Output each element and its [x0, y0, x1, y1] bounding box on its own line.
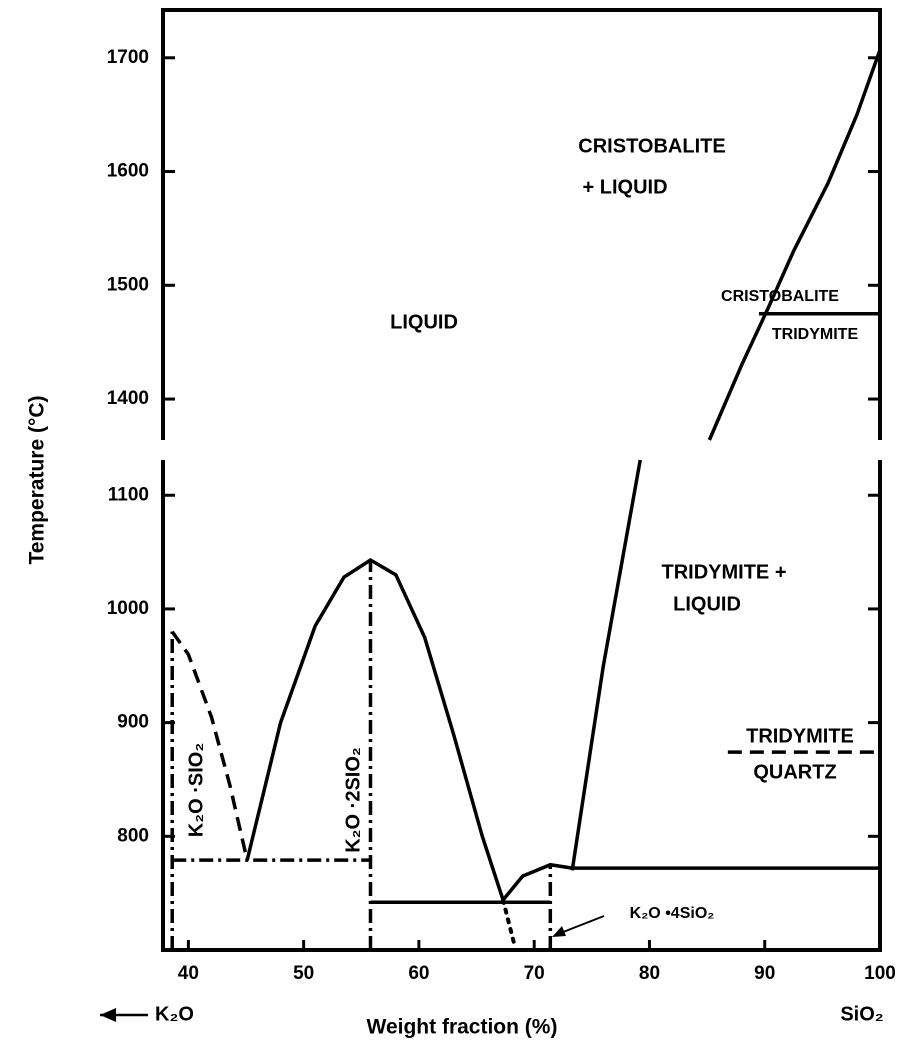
pointer-head	[552, 926, 566, 937]
phase-boundary	[501, 897, 517, 948]
x-tick-label: 60	[408, 963, 429, 984]
y-tick-label: 900	[117, 712, 149, 733]
y-tick-label: 1000	[107, 598, 149, 619]
region-label: TRIDYMITE	[746, 725, 854, 747]
region-label: QUARTZ	[753, 761, 836, 783]
pointer	[557, 915, 605, 935]
region-label: LIQUID	[390, 311, 458, 333]
region-label: CRISTOBALITE	[578, 135, 725, 157]
region-label: K₂O ·2SIO₂	[342, 747, 364, 853]
x-axis-label: Weight fraction (%)	[367, 1016, 558, 1039]
phase-boundary	[245, 557, 505, 901]
region-label: LIQUID	[673, 593, 741, 615]
phase-boundary	[707, 49, 882, 441]
right-component: SiO₂	[840, 1003, 883, 1025]
y-tick-label: 1500	[107, 274, 149, 295]
y-axis-label: Temperature (°C)	[26, 395, 49, 564]
region-label: TRIDYMITE	[772, 326, 859, 343]
region-label: K₂O ·SIO₂	[185, 743, 207, 837]
y-tick-label: 1100	[108, 484, 149, 505]
region-label: CRISTOBALITE	[721, 288, 839, 305]
y-tick-label: 800	[117, 825, 149, 846]
x-tick-label: 50	[293, 963, 314, 984]
arrow-head	[100, 1008, 116, 1022]
region-label: + LIQUID	[582, 176, 667, 198]
x-tick-label: 40	[178, 963, 199, 984]
x-tick-label: 70	[524, 963, 545, 984]
x-tick-label: 80	[639, 963, 660, 984]
x-tick-label: 100	[864, 963, 896, 984]
phase-boundary	[170, 630, 249, 861]
region-label: TRIDYMITE +	[661, 561, 786, 583]
x-tick-label: 90	[754, 963, 775, 984]
y-tick-label: 1400	[107, 388, 149, 409]
phase-boundary	[570, 459, 642, 871]
y-tick-label: 1600	[107, 161, 149, 182]
left-component: K₂O	[155, 1003, 194, 1025]
region-label: K₂O •4SiO₂	[630, 905, 715, 922]
y-tick-label: 1700	[107, 47, 149, 68]
phase-boundary	[501, 862, 573, 902]
